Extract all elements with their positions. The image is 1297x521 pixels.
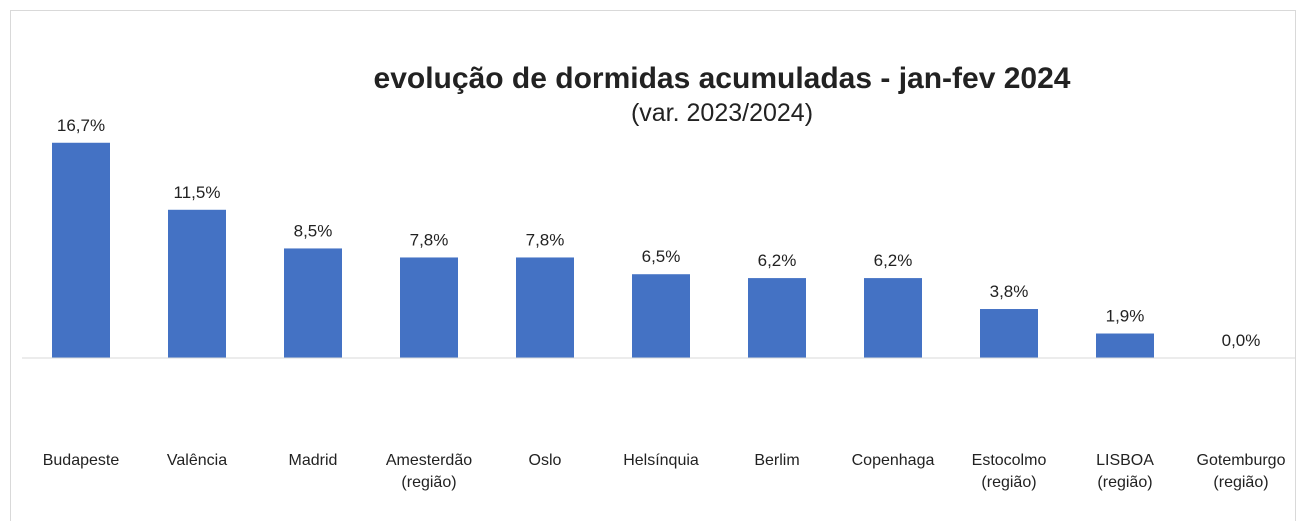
bar [1096, 333, 1154, 358]
x-tick-label: Valência [167, 452, 227, 469]
data-label: 7,8% [526, 230, 565, 249]
bar [980, 309, 1038, 358]
x-tick-label: Budapeste [43, 452, 120, 469]
chart-subtitle: (var. 2023/2024) [631, 99, 813, 127]
bar [748, 278, 806, 358]
x-tick-label: (região) [1097, 474, 1152, 491]
chart-frame [10, 10, 1296, 521]
x-tick-label: Estocolmo [972, 452, 1047, 469]
data-label: 11,5% [174, 183, 221, 202]
x-tick-label: (região) [401, 474, 456, 491]
data-label: 16,7% [57, 116, 105, 135]
bar [400, 257, 458, 358]
x-tick-label: Oslo [529, 452, 562, 469]
bar [864, 278, 922, 358]
bar [516, 257, 574, 358]
x-tick-label: Copenhaga [852, 452, 935, 469]
bar [284, 248, 342, 358]
x-tick-label: Madrid [289, 452, 338, 469]
x-tick-label: Amesterdão [386, 452, 472, 469]
x-tick-label: Gotemburgo [1197, 452, 1286, 469]
x-tick-label: LISBOA [1096, 452, 1154, 469]
bar [52, 142, 110, 358]
data-label: 7,8% [410, 230, 449, 249]
data-label: 1,9% [1106, 307, 1145, 326]
data-label: 3,8% [990, 282, 1029, 301]
data-label: 6,2% [874, 251, 913, 270]
data-label: 0,0% [1222, 331, 1261, 350]
data-label: 6,5% [642, 247, 681, 266]
data-label: 8,5% [294, 221, 333, 240]
x-tick-label: (região) [1213, 474, 1268, 491]
x-tick-label: Berlim [754, 452, 799, 469]
chart-title: evolução de dormidas acumuladas - jan-fe… [374, 62, 1071, 95]
bar [168, 209, 226, 358]
data-label: 6,2% [758, 251, 797, 270]
x-tick-label: (região) [981, 474, 1036, 491]
x-tick-label: Helsínquia [623, 452, 699, 469]
bar [632, 274, 690, 358]
